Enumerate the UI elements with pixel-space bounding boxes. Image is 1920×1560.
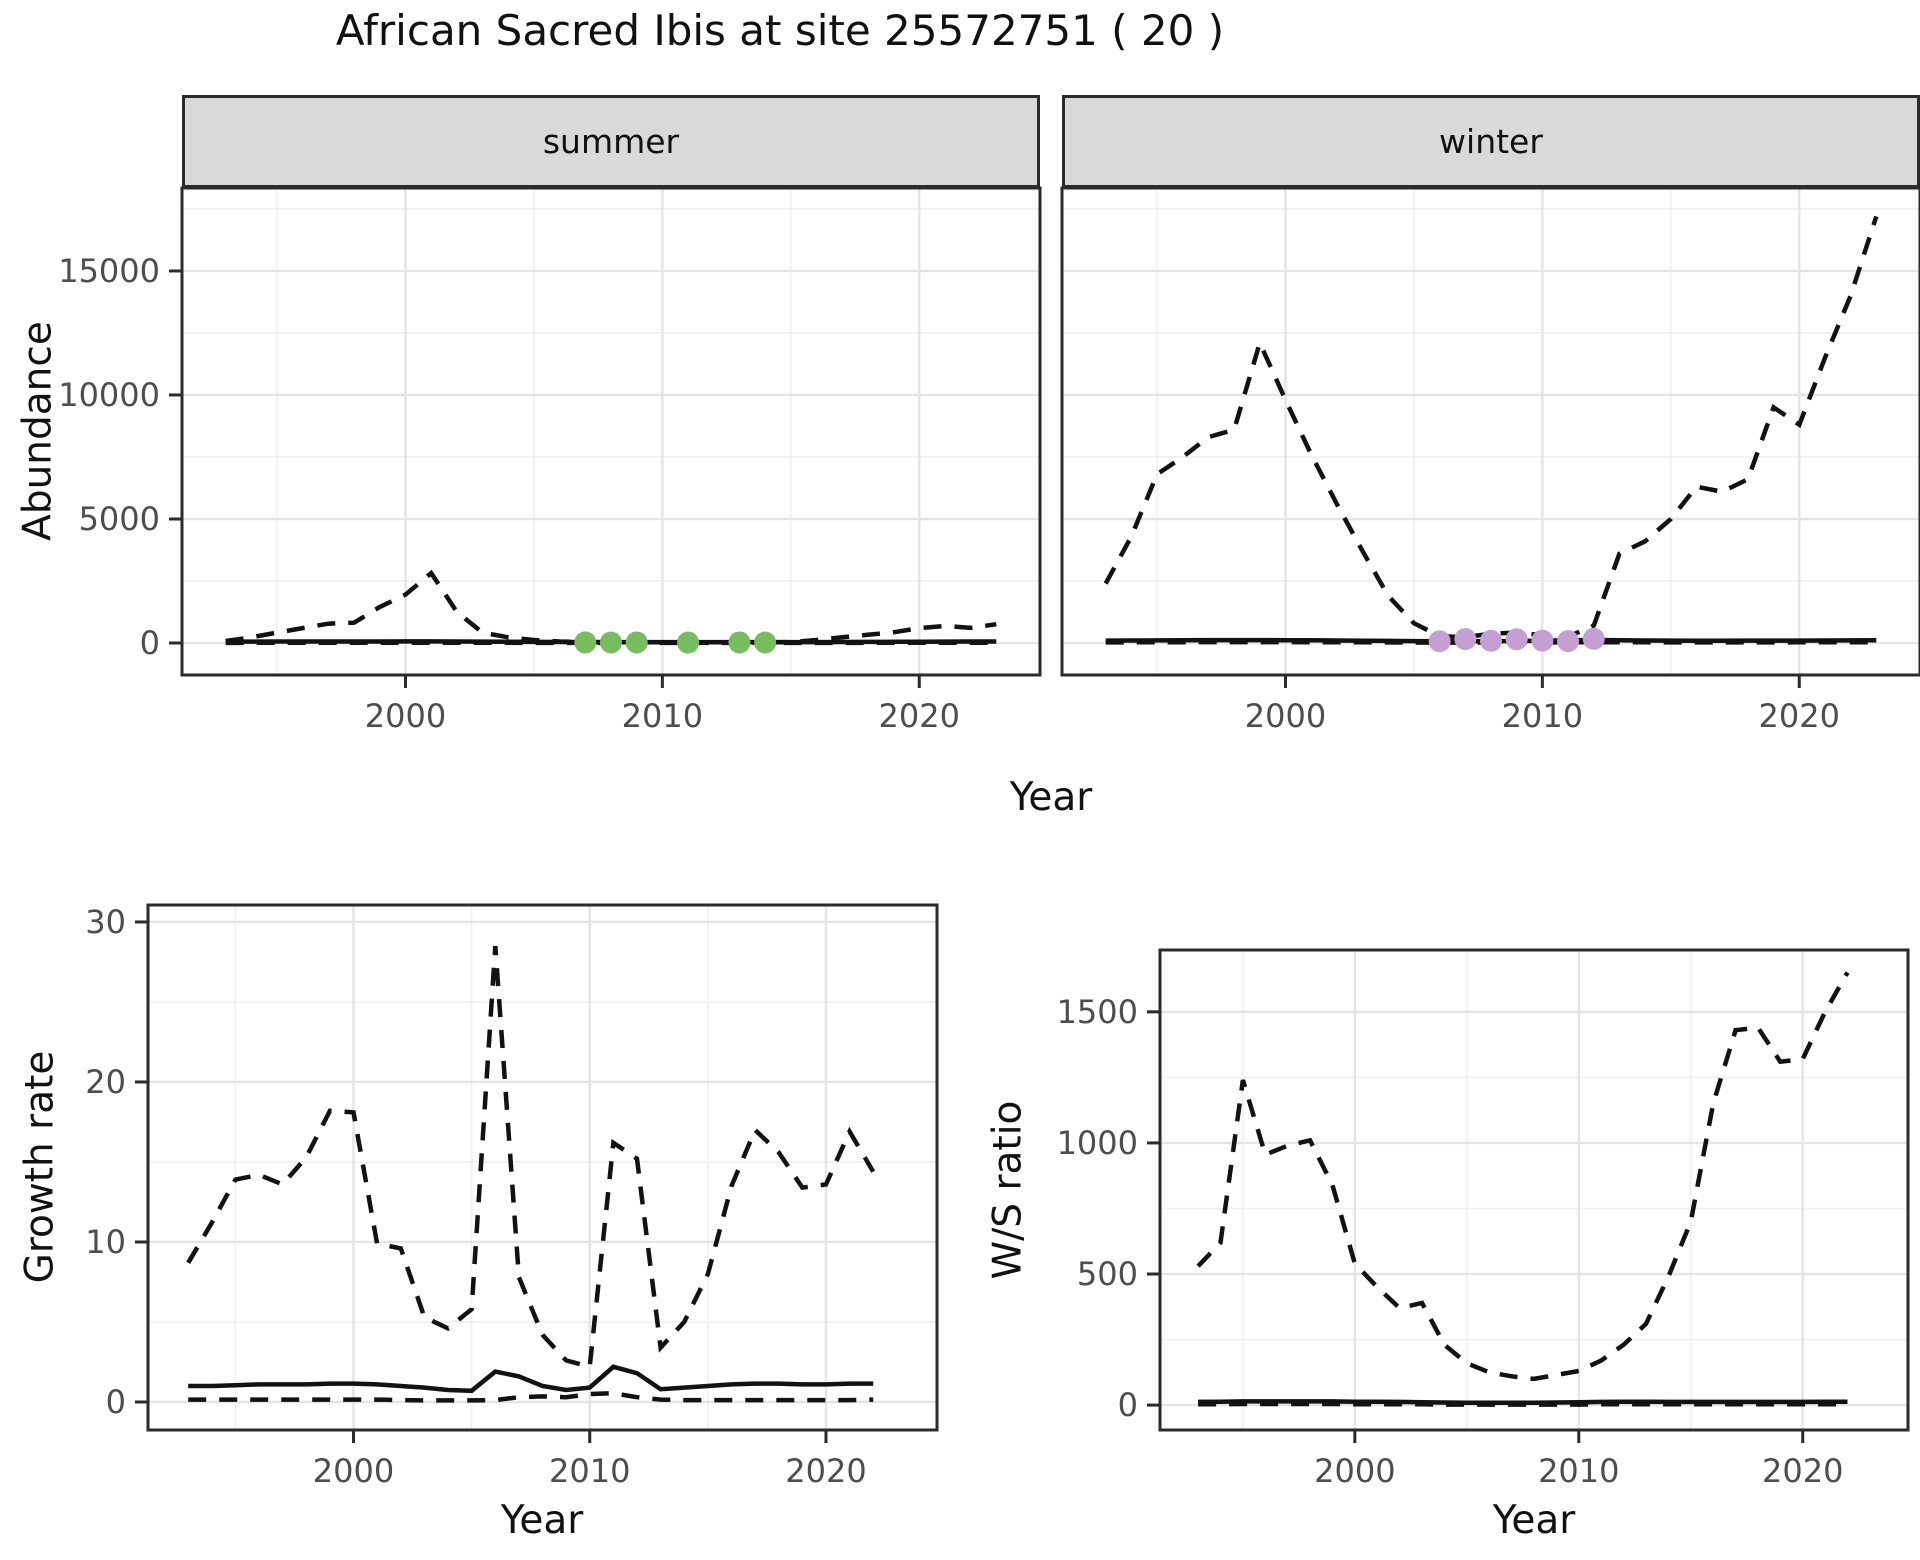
x-tick-label: 2020	[1759, 697, 1840, 735]
y-tick-label: 0	[106, 1383, 126, 1421]
series-line-estimate	[188, 1364, 874, 1394]
x-axis-title-year-top: Year	[1009, 775, 1093, 820]
panel-border	[146, 903, 939, 1432]
data-point-winter-observations	[1428, 630, 1451, 653]
y-axis-title-ws-ratio: W/S ratio	[985, 1100, 1031, 1280]
series-line-estimate	[1198, 1399, 1848, 1405]
panel-border	[180, 186, 1042, 677]
data-point-summer-observations	[754, 631, 777, 654]
x-tick-label: 2000	[1245, 697, 1326, 735]
y-axis-title-growth-rate: Growth rate	[17, 1050, 63, 1284]
series-line-upper-ci	[225, 569, 997, 645]
facet-strip-summer: summer	[182, 95, 1040, 188]
series-line-upper-ci	[186, 945, 876, 1370]
x-tick-label: 2000	[365, 697, 446, 735]
x-tick-label: 2020	[879, 697, 960, 735]
x-tick-label: 2000	[313, 1452, 394, 1490]
series-line-upper-ci	[1196, 971, 1850, 1382]
y-tick-label: 10000	[58, 376, 160, 414]
panel-border	[1158, 948, 1910, 1432]
y-tick-label: 5000	[79, 500, 160, 538]
data-point-summer-observations	[600, 631, 622, 654]
y-tick-label: 30	[85, 903, 126, 941]
y-tick-label: 1500	[1057, 993, 1138, 1031]
panel-border	[1060, 186, 1920, 677]
series-line-lower-ci	[188, 1390, 874, 1403]
x-tick-label: 2010	[622, 697, 703, 735]
data-point-summer-observations	[625, 631, 648, 654]
x-tick-label: 2020	[785, 1452, 866, 1490]
y-tick-label: 500	[1077, 1255, 1138, 1293]
y-axis-title-abundance: Abundance	[15, 321, 61, 541]
data-point-winter-observations	[1480, 629, 1502, 652]
y-tick-label: 10	[85, 1223, 126, 1261]
panel-background	[1160, 950, 1908, 1430]
panel-background	[148, 905, 937, 1430]
x-tick-label: 2010	[1538, 1452, 1619, 1490]
y-tick-label: 1000	[1057, 1124, 1138, 1162]
data-point-summer-observations	[574, 631, 597, 654]
data-point-summer-observations	[728, 631, 751, 654]
data-point-summer-observations	[677, 631, 700, 654]
x-axis-title-year-bottom-left: Year	[500, 1498, 584, 1543]
data-point-winter-observations	[1557, 630, 1580, 653]
x-tick-label: 2010	[1502, 697, 1583, 735]
facet-strip-winter-label: winter	[1439, 122, 1543, 161]
data-point-winter-observations	[1531, 629, 1554, 652]
y-tick-label: 0	[1118, 1386, 1138, 1424]
x-tick-label: 2020	[1762, 1452, 1843, 1490]
panel-background	[182, 188, 1040, 675]
panel-background	[1062, 188, 1920, 675]
data-point-winter-observations	[1505, 628, 1528, 651]
data-point-winter-observations	[1454, 628, 1477, 651]
facet-strip-winter: winter	[1062, 95, 1920, 188]
facet-strip-summer-label: summer	[542, 122, 680, 161]
x-axis-title-year-bottom-right: Year	[1492, 1498, 1576, 1543]
y-tick-label: 15000	[58, 252, 160, 290]
data-point-winter-observations	[1582, 627, 1605, 650]
page-title: African Sacred Ibis at site 25572751 ( 2…	[335, 6, 1225, 55]
x-tick-label: 2000	[1314, 1452, 1395, 1490]
y-tick-label: 20	[85, 1063, 126, 1101]
x-tick-label: 2010	[549, 1452, 630, 1490]
y-tick-label: 0	[140, 624, 160, 662]
